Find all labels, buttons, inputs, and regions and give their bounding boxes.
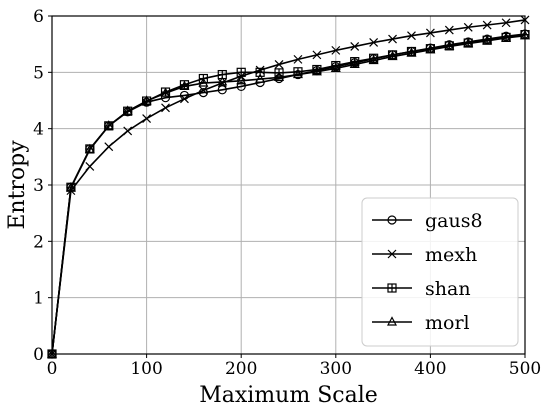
data-point-morl <box>179 80 190 91</box>
legend-label: shan <box>425 278 471 300</box>
data-point-mexh <box>123 126 133 136</box>
legend-marker-morl <box>387 316 397 326</box>
y-tick-label: 2 <box>33 232 44 252</box>
data-point-mexh <box>293 54 303 64</box>
data-point-mexh <box>444 25 454 35</box>
y-tick-label: 1 <box>33 289 44 309</box>
legend-label: gaus8 <box>425 210 483 232</box>
y-tick-label: 3 <box>33 176 44 196</box>
data-point-mexh <box>369 38 379 47</box>
data-point-morl <box>255 73 266 83</box>
data-point-mexh <box>501 18 511 28</box>
data-point-mexh <box>425 28 435 38</box>
legend-marker-shan <box>387 283 397 293</box>
data-point-gaus8 <box>236 81 246 92</box>
x-tick-label: 300 <box>320 359 352 379</box>
legend-label: mexh <box>425 244 477 266</box>
data-point-morl <box>198 77 209 87</box>
data-point-morl <box>387 50 398 61</box>
data-point-mexh <box>482 20 492 30</box>
data-point-morl <box>425 44 436 54</box>
data-point-morl <box>236 75 247 85</box>
data-point-morl <box>482 35 493 45</box>
data-point-mexh <box>180 94 189 104</box>
x-tick-label: 0 <box>47 359 58 379</box>
data-point-morl <box>84 143 95 154</box>
legend-box <box>361 197 519 347</box>
x-tick-label: 100 <box>130 359 162 379</box>
y-tick-label: 0 <box>33 345 44 365</box>
y-tick-label: 5 <box>33 63 44 83</box>
data-point-mexh <box>274 60 284 69</box>
data-point-mexh <box>217 78 227 88</box>
data-point-mexh <box>331 45 341 55</box>
data-point-mexh <box>350 41 360 51</box>
data-point-mexh <box>463 22 473 32</box>
legend: gaus8 mexh shan morl <box>361 197 519 347</box>
y-tick-label: 4 <box>33 120 44 140</box>
data-point-gaus8 <box>217 85 227 95</box>
data-point-morl <box>463 37 474 48</box>
data-point-mexh <box>161 103 170 113</box>
x-axis-title: Maximum Scale <box>199 383 378 408</box>
data-point-morl <box>406 47 417 57</box>
x-tick-label: 200 <box>225 359 257 379</box>
data-point-morl <box>349 58 360 69</box>
data-point-morl <box>292 68 303 79</box>
data-point-morl <box>311 65 322 76</box>
series-layer <box>47 15 530 359</box>
x-tick-label: 500 <box>509 359 541 379</box>
data-point-mexh <box>388 34 397 44</box>
data-point-mexh <box>198 85 208 95</box>
data-point-morl <box>501 32 512 42</box>
data-point-morl <box>217 76 228 86</box>
data-point-morl <box>141 95 152 105</box>
legend-marker-gaus8 <box>387 215 397 225</box>
data-point-morl <box>160 87 171 97</box>
legend-item-morl: morl <box>372 312 470 334</box>
legend-label: morl <box>425 312 470 334</box>
data-point-mexh <box>407 31 416 41</box>
data-point-morl <box>103 120 114 130</box>
data-point-morl <box>330 62 341 72</box>
series-line-mexh <box>51 19 526 355</box>
data-point-morl <box>444 40 455 51</box>
data-point-morl <box>65 182 76 192</box>
data-point-mexh <box>104 142 114 152</box>
data-point-morl <box>274 71 285 82</box>
y-tick-label: 6 <box>33 7 44 27</box>
data-point-morl <box>122 105 133 115</box>
data-point-mexh <box>312 50 322 60</box>
data-point-morl <box>368 54 379 65</box>
x-tick-label: 400 <box>414 359 446 379</box>
y-axis-title: Entropy <box>5 140 30 230</box>
legend-item-shan: shan <box>372 278 471 300</box>
legend-item-mexh: mexh <box>372 244 477 266</box>
data-point-mexh <box>85 161 95 171</box>
data-point-mexh <box>142 114 152 123</box>
axis-ticks: 0 100 200 300 400 500 0 1 2 3 4 5 6 <box>33 7 541 379</box>
series-morl <box>47 29 530 358</box>
legend-marker-mexh <box>387 249 397 259</box>
legend-item-gaus8: gaus8 <box>372 210 483 232</box>
